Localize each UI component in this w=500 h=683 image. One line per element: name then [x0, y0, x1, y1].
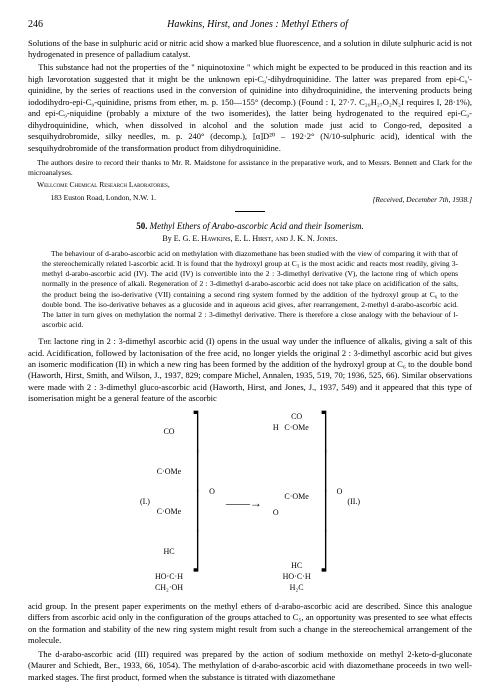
authors-names: E. G. E. Hawkins, E. L. Hirst, and J. K.…: [174, 234, 338, 243]
s2-l1: CO: [282, 413, 312, 422]
body-paragraph-3: The d-arabo-ascorbic acid (III) required…: [28, 649, 472, 683]
s1-l5: HO·C·H: [154, 573, 184, 582]
s2-l6: H₂C: [282, 584, 312, 593]
s1-l2: C·OMe: [154, 453, 184, 491]
s2-h: H: [272, 424, 280, 433]
structure-label-I: (I.): [140, 497, 150, 508]
s1-l3: C·OMe: [154, 493, 184, 531]
structure-I: CO⎤⎥⎥⎦O C·OMe C·OMe HC HO·C·H CH₂·OH: [152, 411, 218, 595]
s2-o: O: [336, 413, 344, 571]
structure-label-II: (II.): [347, 497, 360, 508]
authors-by: By: [162, 234, 173, 243]
top-paragraph-1: Solutions of the base in sulphuric acid …: [28, 38, 472, 61]
s2-l5: HO·C·H: [282, 573, 312, 582]
page-header: 246 Hawkins, Hirst, and Jones : Methyl E…: [28, 18, 472, 32]
s2-l2: C·OMe: [282, 424, 312, 433]
article-authors: By E. G. E. Hawkins, E. L. Hirst, and J.…: [28, 234, 472, 245]
s2-l3: C·OMe: [282, 434, 312, 560]
s2-bracket1: ⎤⎥⎥⎦: [314, 413, 334, 571]
s1-l6: CH₂·OH: [154, 584, 184, 593]
running-title: Hawkins, Hirst, and Jones : Methyl Ether…: [167, 19, 348, 30]
abstract: The behaviour of d-arabo-ascorbic acid o…: [42, 249, 458, 330]
reaction-arrow: ——→: [226, 495, 262, 511]
body-p1-text: lactone ring in 2 : 3-dimethyl ascorbic …: [28, 336, 472, 403]
s2-o2: O: [272, 434, 280, 592]
s1-o: O: [208, 413, 216, 571]
article-header: 50. Methyl Ethers of Arabo-ascorbic Acid…: [28, 220, 472, 245]
body-paragraph-2: acid group. In the present paper experim…: [28, 601, 472, 647]
acknowledgment: The authors desire to record their thank…: [28, 158, 472, 178]
article-title: Methyl Ethers of Arabo-ascorbic Acid and…: [150, 221, 364, 231]
affiliation-line-1: Wellcome Chemical Research Laboratories,: [28, 180, 472, 190]
s1-l4: HC: [154, 533, 184, 571]
body-p1-leadword: The: [38, 336, 51, 346]
structure-II: CO⎤⎥⎥⎦O HC·OMe OC·OMe HC HO·C·H H₂C: [270, 411, 346, 595]
s1-bracket: ⎤⎥⎥⎦: [186, 413, 206, 571]
top-paragraph-2: This substance had not the properties of…: [28, 62, 472, 154]
article-number: 50.: [136, 221, 147, 231]
abstract-text: The behaviour of d-arabo-ascorbic acid o…: [42, 249, 458, 330]
chemical-diagram: (I.) CO⎤⎥⎥⎦O C·OMe C·OMe HC HO·C·H CH₂·O…: [28, 411, 472, 595]
body-paragraph-1: The lactone ring in 2 : 3-dimethyl ascor…: [28, 336, 472, 405]
page-number: 246: [28, 18, 43, 32]
s2-l4: HC: [282, 562, 312, 571]
s1-l1: CO: [154, 413, 184, 451]
section-divider: [235, 211, 265, 212]
